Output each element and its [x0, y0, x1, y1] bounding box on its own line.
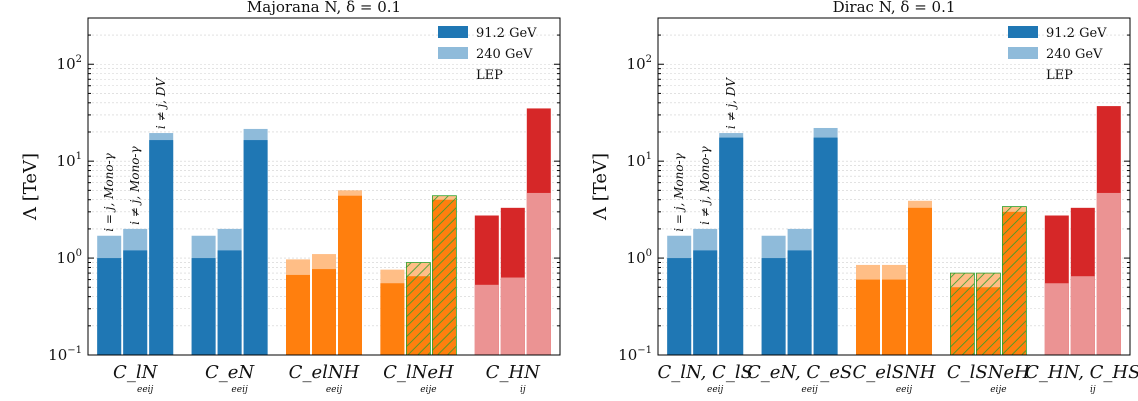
- x-tick-sublabel: ij: [1090, 385, 1096, 395]
- bar-z-pole: [312, 269, 336, 355]
- x-tick-sublabel: eeij: [707, 385, 724, 395]
- y-axis-label: Λ [TeV]: [20, 153, 41, 221]
- legend-label: LEP: [476, 68, 503, 83]
- bar-z-pole: [191, 258, 216, 355]
- bar-z-pole: [787, 250, 812, 355]
- bar-z-pole: [217, 250, 242, 355]
- bar-hatch: [950, 272, 975, 356]
- x-tick-sublabel: eeij: [231, 385, 248, 395]
- x-tick-label: C_lSNeH: [947, 362, 1030, 383]
- bar-z-pole: [380, 283, 405, 355]
- bar-z-pole: [813, 137, 838, 355]
- x-tick-label: C_lN, C_lS: [657, 362, 752, 383]
- x-tick-label: C_HN: [486, 362, 541, 383]
- bar-z-pole: [908, 207, 932, 355]
- bar-z-pole: [719, 137, 744, 355]
- bar-z-pole: [149, 140, 174, 355]
- bar-annotation: i ≠ j, Mono-γ: [128, 146, 142, 225]
- bar-group-0: i = j, Mono-γ i ≠ j, Mono-γ i ≠ j, DV C_lNe…: [97, 77, 174, 395]
- x-tick-sublabel: eije: [990, 385, 1006, 395]
- bar-annotation: i ≠ j, Mono-γ: [698, 146, 712, 225]
- x-tick-label: C_HN, C_HS: [1025, 362, 1138, 383]
- chart-title: Dirac N, δ = 0.1: [833, 0, 956, 16]
- bar-annotation: i = j, Mono-γ: [672, 152, 686, 231]
- y-axis-label: Λ [TeV]: [590, 153, 611, 221]
- x-tick-label: C_eN: [205, 362, 255, 383]
- legend: 91.2 GeV 240 GeV LEP: [1008, 26, 1107, 83]
- x-tick-sublabel: eije: [420, 385, 436, 395]
- legend-swatch: [438, 47, 468, 59]
- bar-z-pole: [1070, 276, 1095, 355]
- legend-label: 91.2 GeV: [476, 26, 537, 41]
- bar-hatch: [405, 262, 431, 356]
- y-tick-label: 100: [57, 248, 82, 267]
- legend-swatch: [1008, 26, 1038, 38]
- bar-hatch: [431, 195, 457, 356]
- bar-group-0: i = j, Mono-γ i ≠ j, Mono-γ i ≠ j, DV C_lN,…: [657, 77, 752, 395]
- bar-z-pole: [123, 250, 148, 355]
- bar-annotation: i ≠ j, DV: [154, 77, 168, 129]
- y-tick-label: 101: [57, 151, 82, 170]
- legend-label: LEP: [1046, 68, 1073, 83]
- bar-z-pole: [1044, 283, 1069, 355]
- bar-z-pole: [474, 284, 499, 355]
- y-tick-label: 10−1: [618, 345, 652, 364]
- x-tick-sublabel: eeij: [896, 385, 913, 395]
- bar-z-pole: [338, 195, 362, 355]
- chart-panel-dirac: i = j, Mono-γ i ≠ j, Mono-γ i ≠ j, DV C_lN,…: [590, 0, 1138, 395]
- bar-annotation: i = j, Mono-γ: [102, 152, 116, 231]
- bar-z-pole: [243, 140, 268, 355]
- bar-hatch: [976, 272, 1001, 356]
- x-tick-label: C_elSNH: [853, 362, 936, 383]
- bar-z-pole: [500, 277, 525, 355]
- plot-frame: [657, 17, 1131, 356]
- legend: 91.2 GeV 240 GeV LEP: [438, 26, 537, 83]
- legend-label: 240 GeV: [1046, 47, 1103, 62]
- x-tick-label: C_elNH: [289, 362, 360, 383]
- legend-label: 91.2 GeV: [1046, 26, 1107, 41]
- legend-swatch: [438, 26, 468, 38]
- y-tick-label: 102: [627, 54, 652, 73]
- x-tick-label: C_lNeH: [383, 362, 454, 383]
- legend-label: 240 GeV: [476, 47, 533, 62]
- plot-frame: [87, 17, 561, 356]
- chart-panel-majorana: i = j, Mono-γ i ≠ j, Mono-γi ≠ j, DVC_lNe…: [20, 0, 561, 395]
- y-tick-label: 102: [57, 54, 82, 73]
- bar-z-pole: [286, 274, 310, 355]
- x-tick-sublabel: eeij: [326, 385, 343, 395]
- y-ticks: 10−1 100 101 102: [618, 17, 1130, 364]
- chart-title: Majorana N, δ = 0.1: [247, 0, 401, 16]
- bar-z-pole: [97, 258, 122, 355]
- y-ticks: 10−1 100 101 102: [48, 17, 560, 364]
- bar-z-pole: [856, 279, 880, 355]
- legend-swatch: [1008, 47, 1038, 59]
- bar-z-pole: [526, 192, 551, 355]
- x-tick-label: C_lN: [113, 362, 159, 383]
- bar-z-pole: [693, 250, 718, 355]
- y-tick-label: 101: [627, 151, 652, 170]
- y-tick-label: 10−1: [48, 345, 82, 364]
- bar-hatch: [1002, 206, 1027, 356]
- x-tick-sublabel: eeij: [801, 385, 818, 395]
- y-tick-label: 100: [627, 248, 652, 267]
- x-tick-label: C_eN, C_eS: [747, 362, 852, 383]
- bar-z-pole: [1096, 192, 1121, 355]
- x-tick-sublabel: ij: [520, 385, 526, 395]
- bar-z-pole: [761, 258, 786, 355]
- x-tick-sublabel: eeij: [137, 385, 154, 395]
- bar-z-pole: [667, 258, 692, 355]
- bar-z-pole: [882, 279, 906, 355]
- bar-annotation: i ≠ j, DV: [724, 77, 738, 129]
